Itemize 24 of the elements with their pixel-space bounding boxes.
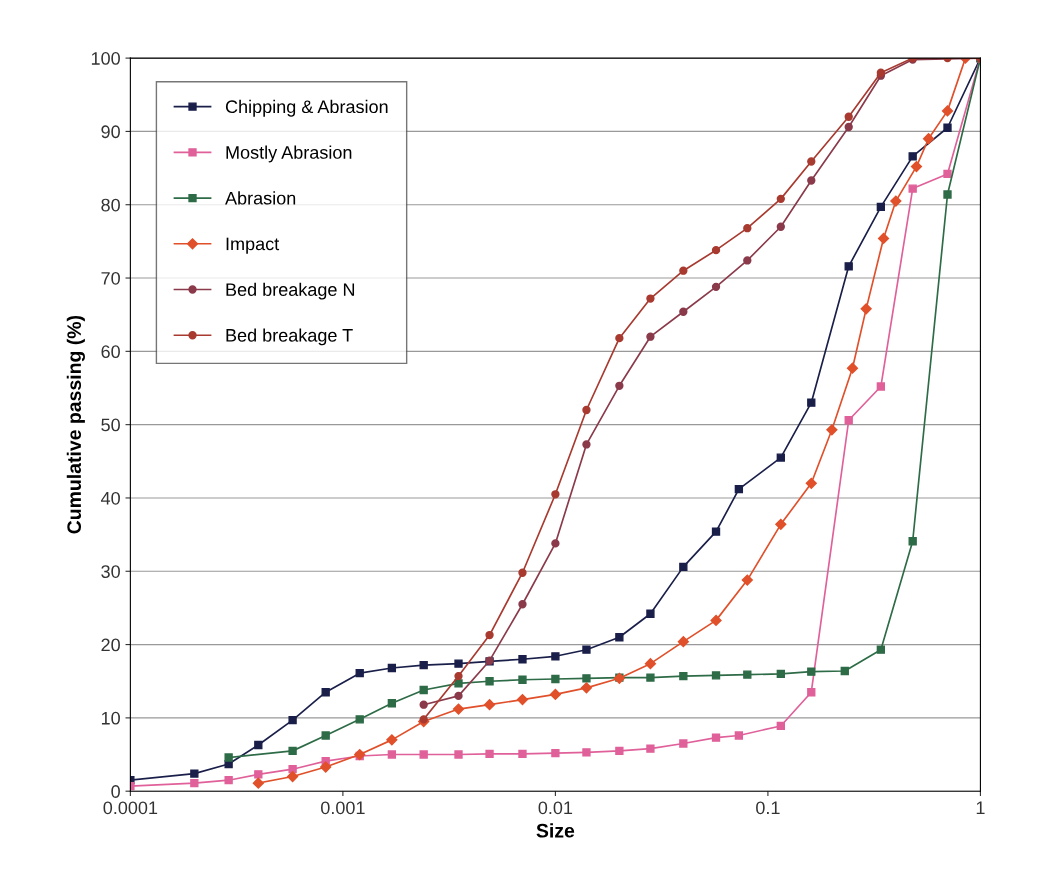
y-tick-label: 30 [101, 565, 120, 578]
x-tick-label: 0.0001 [103, 801, 158, 815]
legend-label: Mostly Abrasion [226, 145, 352, 163]
y-tick-label: 20 [101, 638, 120, 652]
y-tick-label: 40 [100, 491, 120, 505]
x-tick-label: 0.01 [538, 801, 573, 815]
x-tick-label: 1 [976, 801, 985, 814]
legend-label: Bed breakage N [226, 282, 355, 300]
legend-label: Bed breakage T [226, 328, 353, 346]
y-tick-label: 80 [101, 198, 120, 212]
legend-label: Abrasion [225, 191, 296, 205]
y-tick-label: 0 [111, 785, 120, 798]
legend-label: Chipping & Abrasion [225, 99, 388, 117]
y-tick-label: 60 [101, 345, 120, 359]
legend-label: Impact [226, 237, 280, 254]
y-tick-label: 90 [101, 125, 120, 139]
y-tick-label: 10 [101, 711, 120, 725]
x-tick-label: 0.1 [756, 801, 780, 815]
y-tick-label: 50 [101, 418, 120, 432]
y-tick-label: 70 [101, 271, 120, 285]
y-tick-label: 100 [91, 52, 120, 65]
y-axis-title: Cumulative passing (%) [66, 315, 85, 534]
x-axis-title: Size [536, 823, 575, 838]
x-tick-label: 0.001 [321, 801, 365, 815]
